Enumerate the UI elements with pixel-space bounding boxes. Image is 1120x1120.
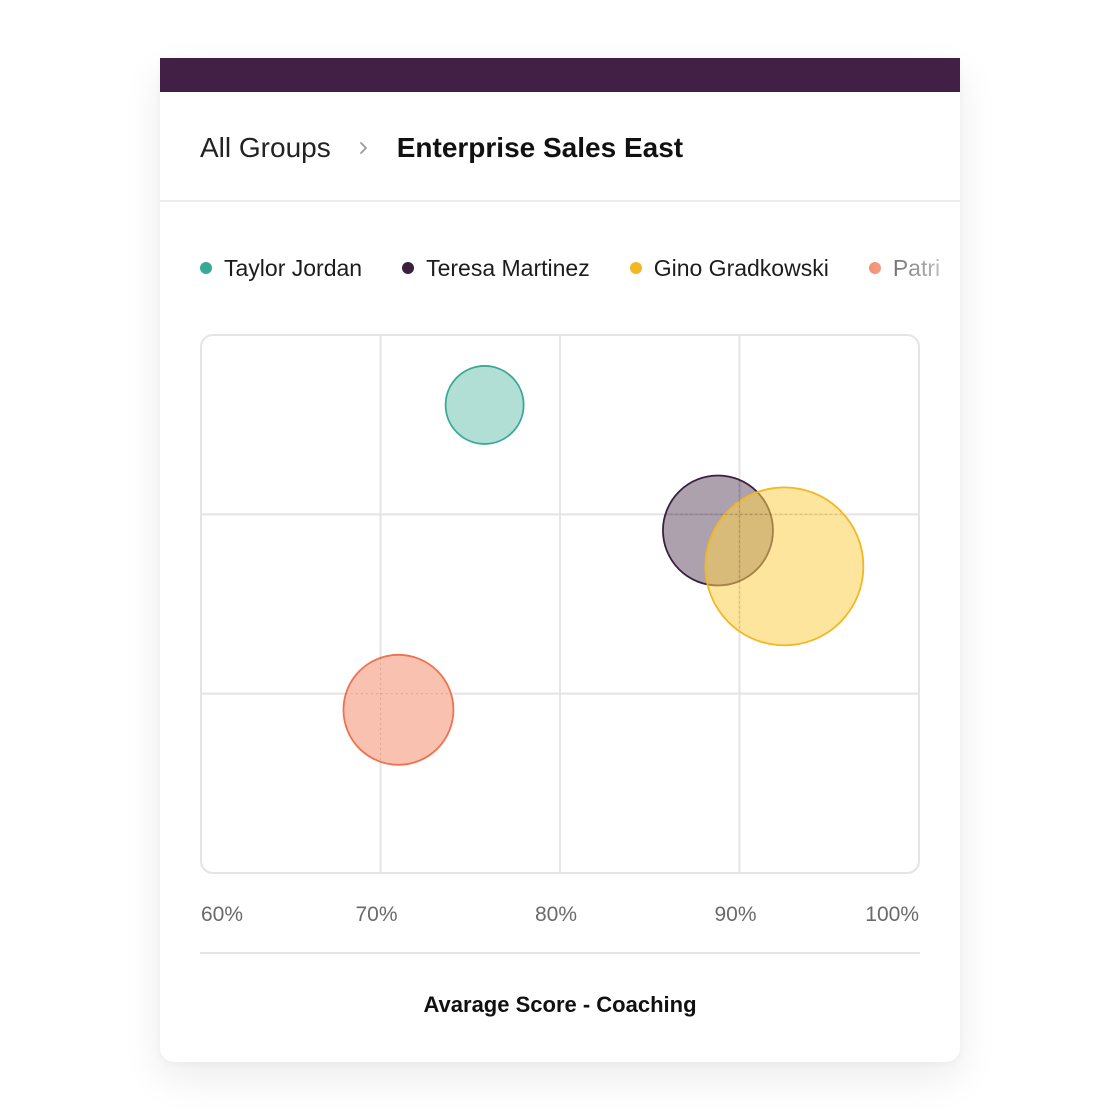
chart-legend: Taylor Jordan Teresa Martinez Gino Gradkow… <box>200 250 960 286</box>
x-axis-tick-label: 70% <box>355 903 397 926</box>
legend-label: Gino Gradkowski <box>653 254 829 281</box>
x-axis-tick-label: 60% <box>201 903 243 926</box>
header-bar <box>160 58 960 92</box>
legend-dot-icon <box>868 262 881 274</box>
legend-label: Patri <box>892 254 941 281</box>
legend-dot-icon <box>200 262 212 274</box>
bubble-point <box>342 653 455 766</box>
legend-label: Taylor Jordan <box>224 254 363 281</box>
breadcrumb-current-group: Enterprise Sales East <box>396 132 684 163</box>
legend-dot-icon <box>629 262 642 274</box>
legend-label: Teresa Martinez <box>426 254 590 281</box>
bubble-chart: 60% 70% 80% 90% 100% Avarage Score - Coaching <box>200 334 920 1017</box>
legend-item[interactable]: Taylor Jordan <box>200 255 362 282</box>
x-axis-tick-label: 80% <box>535 903 577 926</box>
x-axis-tick-label: 100% <box>865 903 919 926</box>
legend-item[interactable]: Teresa Martinez <box>402 255 590 282</box>
breadcrumb: All Groups Enterprise Sales East <box>200 126 683 170</box>
chart-card: All Groups Enterprise Sales East Taylor … <box>160 58 960 1062</box>
legend-item[interactable]: Gino Gradkowski <box>629 254 829 282</box>
legend-item[interactable]: Patri <box>868 254 941 282</box>
legend-dot-icon <box>402 262 415 274</box>
chevron-right-icon <box>331 140 397 156</box>
x-axis-title: Avarage Score - Coaching <box>423 992 696 1017</box>
x-axis-tick-label: 90% <box>714 903 756 926</box>
breadcrumb-all-groups-link[interactable]: All Groups <box>200 132 331 163</box>
bubble-point <box>444 365 525 445</box>
header-divider <box>160 200 960 202</box>
bubble-point <box>704 486 865 647</box>
